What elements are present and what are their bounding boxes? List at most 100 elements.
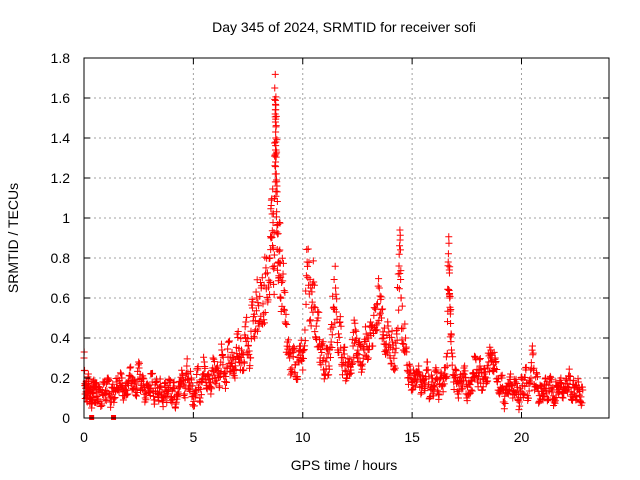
data-point	[443, 318, 451, 326]
data-point	[277, 273, 285, 281]
data-point	[211, 358, 219, 366]
data-point	[354, 346, 362, 354]
data-point	[273, 266, 281, 274]
data-point	[268, 242, 276, 250]
data-point	[326, 353, 334, 361]
data-point	[467, 386, 475, 394]
data-point	[107, 403, 115, 411]
data-point	[301, 326, 309, 334]
data-point	[447, 338, 455, 346]
y-tick-label: 0.6	[51, 290, 71, 306]
data-point	[445, 239, 453, 247]
data-point	[261, 253, 269, 261]
data-point	[189, 401, 197, 409]
data-point	[412, 375, 420, 383]
data-point	[367, 318, 375, 326]
data-point	[156, 375, 164, 383]
data-point	[110, 398, 118, 406]
data-point	[172, 404, 180, 412]
data-point	[235, 344, 243, 352]
data-point	[332, 284, 340, 292]
data-point	[104, 375, 112, 383]
data-point	[183, 355, 191, 363]
data-point	[117, 380, 125, 388]
data-point	[369, 330, 377, 338]
data-point	[105, 377, 113, 385]
data-point	[348, 361, 356, 369]
data-point	[395, 285, 403, 293]
data-point	[169, 379, 177, 387]
data-point	[329, 323, 337, 331]
plot-frame	[83, 57, 610, 419]
data-point	[154, 384, 162, 392]
data-point	[476, 355, 484, 363]
data-point	[513, 379, 521, 387]
data-point	[308, 298, 316, 306]
data-point	[244, 341, 252, 349]
data-point	[430, 392, 438, 400]
data-point	[549, 392, 557, 400]
data-point	[85, 375, 93, 383]
data-point	[355, 341, 363, 349]
data-point	[526, 379, 534, 387]
data-point	[324, 350, 332, 358]
data-point	[241, 323, 249, 331]
data-point	[410, 381, 418, 389]
data-point	[231, 362, 239, 370]
data-point	[500, 405, 508, 413]
data-point	[290, 344, 298, 352]
data-point	[353, 334, 361, 342]
data-point	[446, 333, 454, 341]
data-point	[221, 384, 229, 392]
data-point	[473, 376, 481, 384]
data-point	[552, 378, 560, 386]
data-point	[260, 319, 268, 327]
data-point	[397, 294, 405, 302]
x-axis-label: GPS time / hours	[291, 457, 398, 473]
data-point	[118, 374, 126, 382]
data-point	[391, 349, 399, 357]
data-point	[242, 318, 250, 326]
data-point	[566, 372, 574, 380]
data-point	[179, 371, 187, 379]
data-point	[308, 288, 316, 296]
data-point	[386, 352, 394, 360]
data-point	[398, 302, 406, 310]
data-point	[445, 233, 453, 241]
data-point	[270, 280, 278, 288]
data-point	[207, 379, 215, 387]
data-point	[320, 375, 328, 383]
data-point	[501, 400, 509, 408]
data-point	[201, 364, 209, 372]
data-point	[470, 352, 478, 360]
data-point	[310, 303, 318, 311]
data-point	[378, 335, 386, 343]
data-point	[283, 320, 291, 328]
data-point	[186, 387, 194, 395]
data-point	[431, 367, 439, 375]
data-point	[205, 375, 213, 383]
data-point	[232, 366, 240, 374]
data-point	[330, 276, 338, 284]
data-point	[441, 363, 449, 371]
data-point	[228, 348, 236, 356]
data-point	[197, 391, 205, 399]
data-point	[89, 390, 97, 398]
data-point	[439, 388, 447, 396]
data-point	[373, 301, 381, 309]
data-point	[279, 277, 287, 285]
data-point	[444, 262, 452, 270]
data-point	[438, 381, 446, 389]
data-point	[312, 322, 320, 330]
data-point	[142, 396, 150, 404]
data-point	[570, 377, 578, 385]
data-point	[301, 337, 309, 345]
data-point	[264, 296, 272, 304]
data-point	[574, 375, 582, 383]
data-point	[396, 231, 404, 239]
data-point	[398, 336, 406, 344]
data-point	[118, 381, 126, 389]
data-point	[392, 344, 400, 352]
data-point	[480, 365, 488, 373]
data-point	[306, 275, 314, 283]
